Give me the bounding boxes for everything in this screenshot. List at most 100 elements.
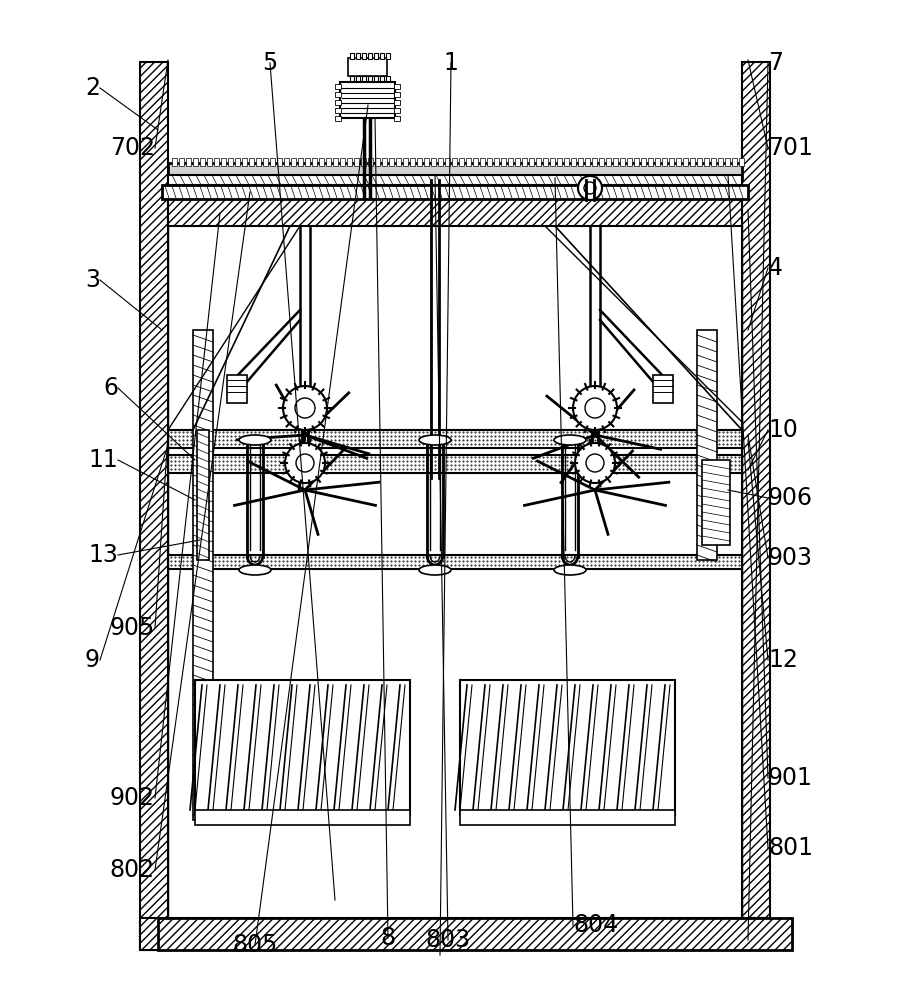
Bar	[682, 158, 687, 166]
Bar	[249, 158, 253, 166]
Ellipse shape	[239, 435, 271, 445]
Ellipse shape	[239, 565, 271, 575]
Circle shape	[575, 443, 614, 483]
Bar	[242, 158, 247, 166]
Bar	[724, 158, 729, 166]
Text: 801: 801	[767, 836, 812, 860]
Bar	[362, 76, 365, 82]
Bar	[326, 158, 331, 166]
Text: 902: 902	[110, 786, 155, 810]
Bar	[493, 158, 499, 166]
Ellipse shape	[554, 565, 585, 575]
Bar	[577, 158, 583, 166]
Bar	[393, 116, 400, 121]
Circle shape	[285, 443, 325, 483]
Text: 901: 901	[767, 766, 812, 790]
Bar	[298, 158, 303, 166]
Bar	[584, 158, 589, 166]
Ellipse shape	[419, 565, 450, 575]
Bar	[570, 158, 575, 166]
Bar	[732, 158, 736, 166]
Bar	[473, 158, 477, 166]
Bar	[393, 84, 400, 89]
Bar	[689, 158, 695, 166]
Text: 13: 13	[88, 543, 118, 567]
Bar	[717, 158, 723, 166]
Bar	[508, 158, 512, 166]
Bar	[668, 158, 673, 166]
Bar	[620, 158, 624, 166]
Text: 906: 906	[767, 486, 812, 510]
Text: 701: 701	[767, 136, 812, 160]
Ellipse shape	[554, 435, 585, 445]
Bar	[362, 53, 365, 59]
Bar	[385, 53, 390, 59]
Bar	[514, 158, 520, 166]
Bar	[179, 158, 184, 166]
Bar	[350, 53, 354, 59]
Bar	[140, 62, 168, 950]
Circle shape	[573, 386, 616, 430]
Bar	[312, 158, 317, 166]
Bar	[633, 158, 639, 166]
Bar	[592, 158, 596, 166]
Bar	[193, 158, 198, 166]
Bar	[417, 158, 421, 166]
Circle shape	[584, 182, 595, 194]
Bar	[350, 76, 354, 82]
Bar	[676, 158, 680, 166]
Ellipse shape	[419, 435, 450, 445]
Text: 2: 2	[85, 76, 100, 100]
Bar	[140, 918, 769, 950]
Bar	[361, 158, 365, 166]
Bar	[389, 158, 393, 166]
Bar	[197, 430, 208, 560]
Bar	[195, 680, 410, 815]
Bar	[195, 810, 410, 825]
Bar	[335, 108, 341, 113]
Bar	[262, 158, 268, 166]
Bar	[277, 158, 281, 166]
Bar	[542, 158, 548, 166]
Bar	[529, 158, 533, 166]
Bar	[227, 158, 233, 166]
Bar	[557, 158, 561, 166]
Bar	[168, 430, 741, 448]
Bar	[221, 158, 226, 166]
Bar	[710, 158, 715, 166]
Bar	[171, 158, 177, 166]
Bar	[612, 158, 617, 166]
Bar	[335, 84, 341, 89]
Text: 8: 8	[380, 926, 395, 950]
Text: 6: 6	[103, 376, 118, 400]
Text: 5: 5	[262, 51, 277, 75]
Bar	[445, 158, 449, 166]
Bar	[393, 100, 400, 105]
Bar	[305, 158, 309, 166]
Bar	[340, 82, 394, 118]
Bar	[158, 918, 791, 950]
Bar	[598, 158, 603, 166]
Bar	[648, 158, 652, 166]
Bar	[486, 158, 492, 166]
Circle shape	[577, 176, 602, 200]
Bar	[207, 158, 212, 166]
Bar	[168, 163, 741, 179]
Bar	[168, 455, 741, 473]
Bar	[355, 53, 360, 59]
Bar	[380, 76, 383, 82]
Bar	[424, 158, 428, 166]
Bar	[549, 158, 555, 166]
Bar	[458, 158, 464, 166]
Text: 12: 12	[767, 648, 797, 672]
Text: 10: 10	[767, 418, 797, 442]
Bar	[402, 158, 408, 166]
Text: 903: 903	[767, 546, 812, 570]
Bar	[452, 158, 456, 166]
Bar	[536, 158, 540, 166]
Bar	[235, 158, 240, 166]
Bar	[318, 158, 324, 166]
Bar	[738, 158, 743, 166]
Bar	[168, 198, 741, 226]
Bar	[373, 53, 378, 59]
